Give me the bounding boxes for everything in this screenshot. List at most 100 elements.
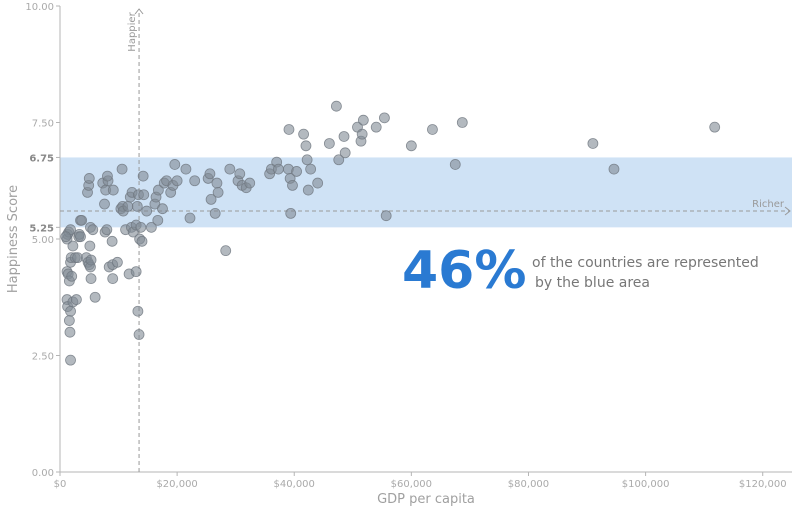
data-point [65, 354, 76, 366]
data-point [70, 294, 82, 305]
data-point [87, 224, 99, 236]
richer-arrow-icon [784, 206, 791, 216]
point-layer [60, 100, 721, 366]
data-point [339, 147, 351, 159]
data-point [211, 177, 223, 189]
data-point [273, 163, 284, 175]
x-tick-label: $40,000 [274, 479, 315, 490]
annot-layer: 46% of the countries are represented by th… [402, 241, 759, 301]
data-point [608, 163, 620, 175]
data-point [205, 193, 217, 205]
data-point [107, 184, 119, 196]
data-point [379, 112, 390, 124]
data-point [138, 189, 150, 201]
data-point [111, 256, 123, 268]
data-point [136, 235, 148, 247]
happier-label: Happier [127, 11, 138, 51]
data-point [291, 166, 302, 177]
data-point [101, 224, 113, 236]
data-point [132, 305, 144, 317]
data-point [133, 329, 145, 340]
data-point [298, 128, 310, 140]
data-point [83, 173, 95, 184]
data-point [152, 214, 164, 226]
percent-annotation: 46% [402, 241, 526, 301]
x-tick-label: $100,000 [622, 479, 670, 490]
y-tick-label: 7.50 [32, 119, 54, 130]
data-point [587, 138, 599, 149]
data-point [234, 168, 246, 180]
data-point [224, 163, 236, 175]
data-point [106, 235, 118, 247]
data-point [180, 163, 192, 175]
data-point [184, 212, 196, 224]
data-point [102, 170, 113, 182]
y-tick-label: 10.00 [25, 2, 54, 13]
data-point [301, 154, 313, 166]
annotation-line-1: of the countries are represented [532, 255, 759, 271]
data-point [244, 177, 256, 189]
data-point [157, 203, 168, 215]
y-tick-label: 0.00 [32, 468, 54, 479]
data-point [75, 231, 86, 243]
data-point [285, 207, 297, 219]
data-point [137, 170, 149, 182]
x-axis-title: GDP per capita [377, 492, 475, 507]
data-point [709, 121, 721, 133]
data-point [456, 117, 468, 128]
x-tick-label: $120,000 [739, 479, 787, 490]
y-tick-label: 5.00 [32, 235, 54, 246]
data-point [60, 231, 72, 243]
x-tick-label: $20,000 [156, 479, 197, 490]
data-point [130, 266, 142, 278]
axis-layer: 0.00 2.50 5.005.25 6.75 7.50 10.00 $0 $20,000 $4… [6, 2, 792, 507]
data-point [89, 291, 101, 303]
x-tick-label: $80,000 [508, 479, 549, 490]
data-point [152, 184, 164, 196]
data-point [99, 198, 110, 210]
data-point [370, 121, 382, 133]
data-point [323, 138, 335, 149]
data-point [305, 163, 317, 175]
data-point [85, 273, 97, 285]
data-point [76, 214, 88, 226]
data-point [141, 205, 153, 217]
happier-arrow-icon [134, 8, 144, 15]
data-point [427, 124, 438, 135]
data-point [145, 221, 157, 233]
annotation-line-2: by the blue area [535, 275, 650, 291]
data-point [356, 128, 368, 140]
data-point [209, 207, 221, 219]
data-point [333, 154, 345, 166]
data-point [331, 100, 342, 112]
data-point [169, 159, 181, 170]
data-point [122, 200, 134, 212]
data-point [204, 168, 216, 180]
data-point [338, 131, 350, 142]
data-point [131, 200, 143, 212]
data-point [64, 326, 76, 338]
data-point [107, 273, 119, 285]
data-point [63, 315, 75, 326]
data-point [135, 221, 147, 233]
data-point [171, 175, 183, 187]
data-point [302, 184, 314, 196]
data-point [116, 163, 128, 175]
data-point [189, 175, 201, 187]
data-point [312, 177, 324, 189]
data-point [220, 245, 232, 257]
x-tick-label: $0 [54, 479, 67, 490]
data-point [357, 114, 369, 126]
y-axis-title: Happiness Score [6, 185, 21, 293]
data-point [283, 124, 295, 135]
richer-label: Richer [752, 199, 785, 210]
data-point [287, 180, 298, 191]
data-point [380, 210, 392, 222]
data-point [66, 270, 78, 282]
data-point [67, 240, 79, 252]
data-point [65, 305, 76, 317]
data-point [405, 140, 417, 152]
y-tick-label: 2.50 [32, 352, 54, 363]
